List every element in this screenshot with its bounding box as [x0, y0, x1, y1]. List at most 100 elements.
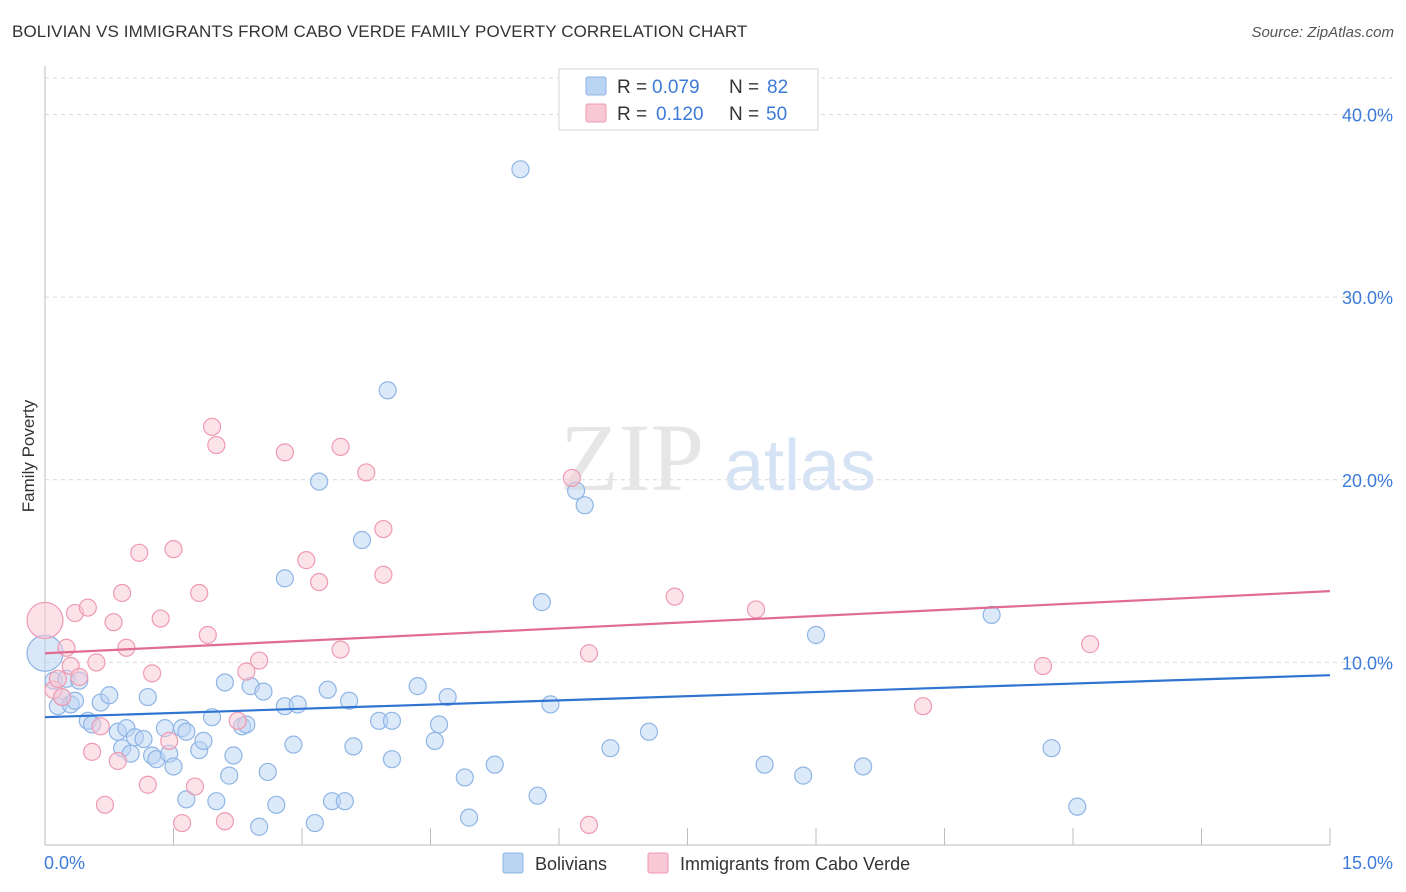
cabo-verde-point	[142, 664, 162, 683]
cabo-verde-point	[215, 812, 234, 831]
bolivians-point	[335, 792, 354, 811]
bolivians-point	[224, 746, 243, 765]
bolivians-point	[340, 691, 359, 710]
cabo-verde-point	[78, 598, 97, 617]
watermark: ZIP atlas	[560, 404, 876, 511]
bolivians-point	[194, 731, 213, 751]
cabo-verde-point	[48, 669, 67, 688]
cabo-verde-point	[164, 540, 183, 559]
bolivians-point	[382, 750, 402, 769]
legend-swatch-cabo-verde	[647, 852, 669, 874]
bolivians-point	[485, 755, 504, 774]
cabo-verde-point	[357, 463, 376, 482]
cabo-verde-point	[562, 468, 581, 488]
cabo-verde-point	[331, 437, 350, 456]
legend-box: R = 0.079 N = 82 R = 0.120 N = 50	[558, 68, 819, 131]
bolivians-point	[575, 496, 594, 515]
series-legend: Bolivians Immigrants from Cabo Verde	[502, 852, 910, 874]
bolivians-point	[318, 680, 337, 699]
axes	[44, 66, 1331, 846]
series-cabo-verde-points	[26, 417, 1100, 835]
bolivians-point	[344, 737, 363, 756]
cabo-verde-point	[138, 775, 157, 794]
bolivians-point	[220, 766, 239, 785]
bolivians-point	[532, 593, 551, 612]
legend-n-label: N =	[729, 104, 759, 125]
y-axis-label: Family Poverty	[19, 399, 38, 512]
legend-swatch-bolivians	[502, 852, 524, 874]
y-tick-label: 10.0%	[1342, 653, 1393, 673]
cabo-verde-point	[91, 717, 110, 736]
legend-r-value: 0.079	[652, 77, 700, 98]
cabo-verde-point	[1081, 635, 1100, 654]
cabo-verde-point	[275, 443, 294, 462]
cabo-verde-point	[198, 625, 217, 645]
y-tick-label: 30.0%	[1342, 288, 1393, 308]
bolivians-point	[425, 731, 444, 751]
cabo-verde-point	[374, 565, 393, 584]
bolivians-point	[528, 786, 547, 805]
cabo-verde-point	[297, 551, 316, 570]
legend-r-value: 0.120	[656, 104, 704, 125]
cabo-verde-point	[579, 644, 599, 663]
bolivians-point	[1042, 739, 1061, 758]
cabo-verde-point	[95, 795, 115, 814]
bolivians-point	[755, 755, 774, 774]
cabo-verde-point	[70, 667, 89, 687]
bolivians-point	[511, 160, 530, 179]
cabo-verde-point	[579, 815, 599, 835]
cabo-verde-point	[172, 813, 192, 833]
y-tick-label: 40.0%	[1342, 106, 1393, 126]
y-tick-label: 20.0%	[1342, 471, 1393, 491]
bolivians-point	[250, 817, 269, 836]
cabo-verde-point	[185, 777, 205, 796]
bolivians-point	[215, 673, 234, 692]
bolivians-point	[164, 757, 183, 776]
cabo-verde-point	[26, 601, 64, 639]
legend-n-value: 82	[767, 77, 788, 98]
bolivians-point	[429, 715, 449, 734]
cabo-verde-point	[104, 613, 123, 632]
legend-n-label: N =	[729, 77, 759, 98]
bolivians-point	[408, 677, 427, 696]
cabo-verde-trend-line	[44, 590, 1331, 655]
bolivians-trend-line	[44, 674, 1331, 719]
x-tick-label: 15.0%	[1342, 853, 1393, 873]
legend-n-value: 50	[766, 104, 787, 125]
series-bolivians-points	[26, 160, 1087, 836]
bolivians-point	[352, 530, 372, 550]
bolivians-point	[267, 795, 286, 814]
cabo-verde-point	[665, 587, 684, 606]
cabo-verde-point	[331, 640, 350, 659]
cabo-verde-point	[207, 435, 226, 455]
tick-labels: 10.0% 20.0% 30.0% 40.0% 0.0% 15.0%	[44, 106, 1393, 873]
bolivians-point	[305, 813, 324, 833]
bolivians-point	[275, 569, 294, 588]
bolivians-point	[854, 757, 873, 776]
cabo-verde-point	[374, 519, 393, 539]
bolivians-point	[258, 762, 277, 782]
bolivians-point	[382, 711, 402, 730]
bolivians-point	[378, 381, 397, 400]
cabo-verde-point	[87, 653, 106, 672]
grid-lines	[45, 77, 1392, 663]
legend-swatch-blue	[585, 76, 607, 96]
cabo-verde-point	[1033, 656, 1053, 676]
cabo-verde-point	[83, 742, 102, 761]
source-label: Source: ZipAtlas.com	[1251, 24, 1394, 41]
bolivians-point	[138, 687, 157, 707]
cabo-verde-point	[160, 731, 179, 751]
cabo-verde-point	[913, 697, 933, 716]
cabo-verde-point	[237, 662, 256, 681]
cabo-verde-point	[228, 711, 247, 730]
bolivians-point	[541, 695, 560, 714]
legend-r-label: R =	[617, 104, 647, 125]
bolivians-point	[177, 722, 196, 741]
bolivians-point	[438, 687, 457, 707]
cabo-verde-point	[310, 572, 329, 592]
bolivians-point	[806, 625, 826, 645]
bolivians-point	[284, 735, 303, 754]
bolivians-point	[177, 790, 196, 809]
legend-swatch-pink	[585, 103, 607, 123]
